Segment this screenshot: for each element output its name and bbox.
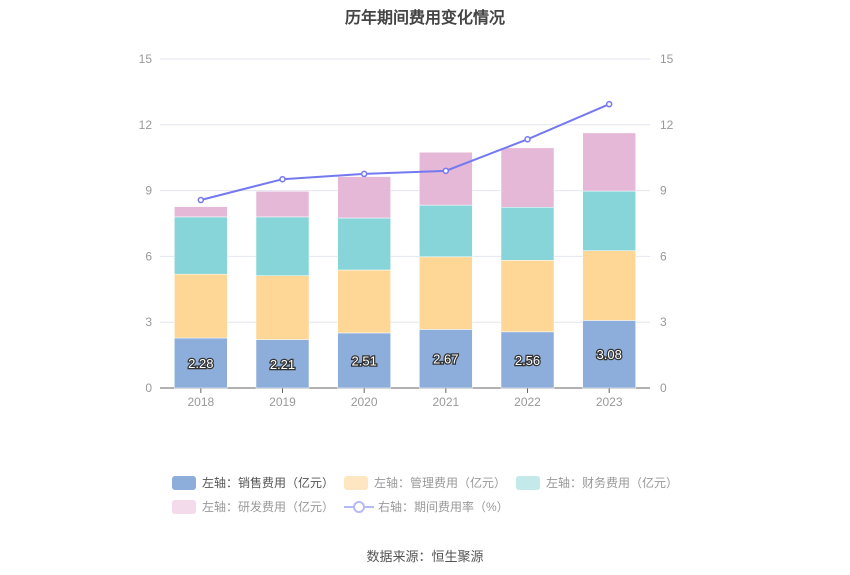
bar-value-label: 2.56 [515,353,540,368]
legend-label: 右轴：期间费用率（%） [378,500,509,514]
legend-swatch [344,475,368,490]
rate-point [279,175,286,183]
x-axis-label: 2019 [269,395,296,409]
legend-label: 左轴：财务费用（亿元） [546,476,679,490]
x-axis-label: 2020 [351,395,378,409]
x-axis-label: 2018 [187,395,214,409]
legend-label: 左轴：销售费用（亿元） [202,476,335,490]
left-axis-tick: 6 [145,249,152,263]
x-axis-label: 2021 [432,395,459,409]
bar-segment-2 [419,204,473,258]
bar-segment-0 [500,331,555,389]
bar-segment-3 [500,147,555,208]
x-axis-label: 2023 [596,395,623,409]
legend-label: 左轴：管理费用（亿元） [374,476,507,490]
rate-point [524,136,531,143]
bar-segment-2 [255,216,310,276]
legend-item-rate[interactable]: 右轴：期间费用率（%） [344,498,509,515]
right-axis-tick: 15 [660,52,674,66]
bar-segment-1 [419,256,473,330]
x-axis-label: 2022 [514,395,541,409]
bar-segment-1 [337,269,391,334]
bar-segment-1 [174,273,228,339]
data-source: 数据来源：恒生聚源 [366,549,484,564]
right-axis-tick: 12 [660,118,674,132]
rate-point [360,170,368,178]
legend-item-admin[interactable]: 左轴：管理费用（亿元） [344,474,506,491]
rate-point [442,167,450,175]
bar-segment-0 [582,320,636,389]
legend-swatch [172,475,196,490]
bar-value-label: 2.51 [352,353,377,368]
legend-swatch [172,499,196,514]
left-axis-tick: 15 [139,52,153,66]
bar-segment-3 [419,151,473,206]
bar-segment-0 [255,339,310,389]
left-axis-tick: 12 [139,118,153,132]
legend-swatch [516,475,540,490]
legend-item-sales[interactable]: 左轴：销售费用（亿元） [172,474,334,491]
right-axis-tick: 6 [660,249,667,263]
bar-segment-0 [174,337,228,389]
right-axis-tick: 9 [660,184,667,198]
bar-segment-3 [174,206,228,218]
bar-segment-1 [582,250,636,321]
legend-item-finance[interactable]: 左轴：财务费用（亿元） [516,474,678,491]
bar-segment-2 [500,207,555,261]
bar-value-label: 2.67 [433,352,458,367]
rate-point [197,196,205,204]
bar-segment-1 [255,275,310,340]
bar-segment-3 [255,191,310,218]
bar-segment-2 [582,190,636,251]
bar-segment-1 [500,260,555,333]
rate-point [605,100,613,108]
bar-segment-2 [174,216,228,275]
rate-line [200,103,610,202]
bar-value-label: 3.08 [597,347,622,362]
bar-segment-0 [337,332,391,389]
left-axis-tick: 0 [145,381,152,395]
legend-label: 左轴：研发费用（亿元） [202,500,335,514]
left-axis-tick: 3 [145,315,152,329]
left-axis-tick: 9 [145,184,152,198]
bar-segment-3 [337,176,391,219]
bar-segment-0 [419,329,473,389]
right-axis-tick: 0 [660,381,667,395]
right-axis-tick: 3 [660,315,667,329]
bar-segment-3 [582,132,636,192]
legend-item-rd[interactable]: 左轴：研发费用（亿元） [172,498,334,515]
bar-value-label: 2.28 [188,356,213,371]
line-marker-icon [344,500,374,513]
bar-segment-2 [337,217,391,271]
chart-title: 历年期间费用变化情况 [344,10,505,27]
bar-value-label: 2.21 [270,357,295,372]
